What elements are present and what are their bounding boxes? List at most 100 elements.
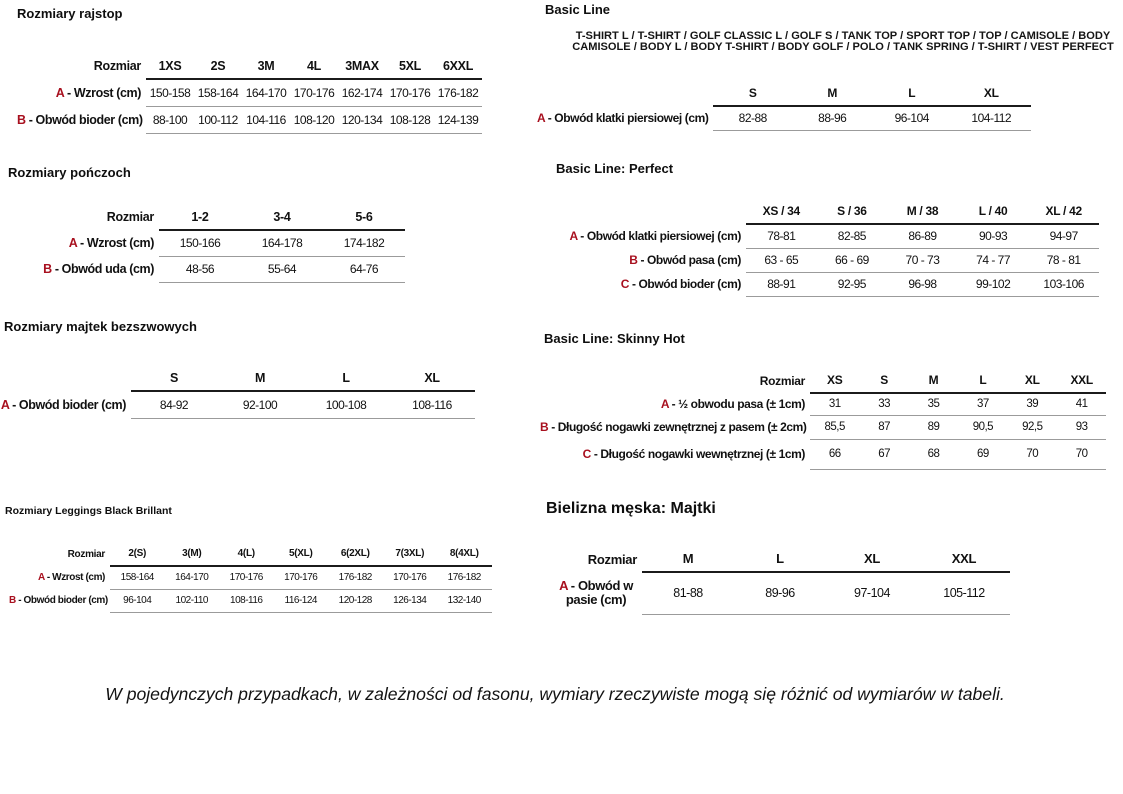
size-value: 158-164 [194,79,242,107]
size-column-header: L [872,80,952,107]
size-column-header: 2(S) [110,542,165,567]
measurement-row: B - Obwód pasa (cm) 63 - 65 66 - 69 70 - 73… [560,248,1099,273]
size-column-header: XS [810,368,860,394]
dimension-label-text: - Obwód bioder (cm) [18,595,108,606]
size-column-header: XL [1007,368,1057,394]
size-grid-skinny: Rozmiar XS S M L XL XXL A - ½ obwodu pasa (± 1c… [540,368,1107,470]
size-column-header: S / 36 [816,198,888,225]
size-column-header: 6XXL [434,53,482,80]
dimension-label-text: - Obwód pasa (cm) [640,253,741,267]
measurement-row: A - Obwód klatki piersiowej (cm) 82-88 88-… [537,106,1031,131]
table-title-basic: Basic Line [545,2,611,17]
size-value: 78 - 81 [1028,248,1099,273]
measurement-label: A - ½ obwodu pasa (± 1cm) [540,393,810,415]
measurement-row: A - Wzrost (cm) 158-164 164-170 170-176 170-… [9,566,492,590]
size-column-header: L [303,365,389,392]
measurement-label: B - Obwód uda (cm) [30,256,159,282]
dimension-letter: B [17,112,26,127]
size-value: 126-134 [382,589,437,613]
size-value: 67 [859,439,909,470]
size-column-header: XXL [1056,368,1107,394]
measurement-row: B - Obwód bioder (cm) 96-104 102-110 108-11… [9,589,492,613]
dimension-letter: A [68,236,78,250]
size-value: 86-89 [887,224,958,249]
measurement-row: C - Obwód bioder (cm) 88-91 92-95 96-98 99-1… [560,272,1099,297]
size-value: 81-88 [642,572,734,615]
size-value: 100-108 [303,391,389,419]
measurement-row: A - Wzrost (cm) 150-158 158-164 164-170 170-… [17,79,482,107]
footnote: W pojedynczych przypadkach, w zależności… [105,684,1005,704]
size-value: 104-116 [242,106,290,134]
dimension-letter: A [660,397,669,411]
size-value: 70 - 73 [887,248,958,273]
measurement-label: B - Obwód pasa (cm) [560,248,746,272]
measurement-label: A - Wzrost (cm) [30,230,159,256]
size-grid-leggings: Rozmiar 2(S) 3(M) 4(L) 5(XL) 6(2XL) 7(3XL) 8(4X… [9,542,492,613]
size-value: 70 [1056,439,1107,470]
size-value: 87 [859,415,909,440]
size-value: 96-98 [887,272,958,297]
size-column-header: L [958,368,1008,394]
size-value: 63 - 65 [746,248,817,273]
size-column-header: XL [951,80,1031,107]
size-column-header: XXL [918,546,1010,573]
size-value: 88-91 [746,272,817,297]
size-value: 82-85 [816,224,888,249]
size-grid-ponczochy: Rozmiar 1-2 3-4 5-6 A - Wzrost (cm) 150-166 16… [30,204,405,283]
measurement-label: C - Długość nogawki wewnętrznej (± 1cm) [540,439,810,469]
size-value: 89 [908,415,959,440]
dimension-letter: A [55,85,65,100]
size-value: 164-170 [242,79,290,107]
size-value: 170-176 [382,566,437,590]
size-value: 92-100 [217,391,303,419]
size-value: 120-134 [338,106,386,134]
size-row-header: Rozmiar [106,210,155,224]
dimension-label-text: - ½ obwodu pasa (± 1cm) [671,397,806,411]
size-column-header: 6(2XL) [328,542,383,567]
size-column-header: M [908,368,959,394]
size-column-header: XS / 34 [746,198,817,225]
size-row-header: Rozmiar [67,548,106,560]
measurement-label: A - Wzrost (cm) [17,79,146,106]
size-column-header: 5-6 [323,204,405,231]
dimension-letter: B [629,253,638,267]
size-value: 37 [958,393,1008,416]
size-value: 105-112 [918,572,1010,615]
size-column-header: 3-4 [241,204,323,231]
dimension-label-text: - Wzrost (cm) [80,236,154,250]
size-value: 176-182 [437,566,492,590]
size-column-header: M [792,80,872,107]
size-value: 41 [1056,393,1107,416]
dimension-label-text: - Obwód klatki piersiowej (cm) [547,111,709,125]
size-value: 102-110 [164,589,219,613]
size-column-header: 4L [290,53,338,80]
dimension-label-text: - Długość nogawki wewnętrznej (± 1cm) [593,447,806,461]
size-column-header: L / 40 [957,198,1029,225]
size-value: 93 [1056,415,1107,440]
dimension-label-text: - Wzrost (cm) [67,85,141,100]
size-value: 108-116 [219,589,274,613]
measurement-label: A - Obwód w pasie (cm) [550,572,642,614]
size-value: 170-176 [273,566,328,590]
size-column-header: S [131,365,217,392]
size-value: 70 [1007,439,1057,470]
measurement-label: A - Wzrost (cm) [9,566,110,589]
size-value: 174-182 [323,230,405,257]
dimension-letter: A [0,397,10,412]
size-value: 132-140 [437,589,492,613]
size-value: 99-102 [957,272,1029,297]
table-subtitle-line: CAMISOLE / BODY L / BODY T-SHIRT / BODY … [572,40,1114,53]
size-column-header: 1-2 [159,204,241,231]
size-value: 104-112 [951,106,1031,131]
size-value: 66 [810,439,860,470]
size-column-header: 3M [242,53,290,80]
table-title-ponczochy: Rozmiary pończoch [8,165,131,180]
size-column-header: 5(XL) [273,542,328,567]
table-title-majtki-meskie: Bielizna męska: Majtki [546,500,716,517]
size-row-header [0,365,131,391]
size-value: 55-64 [241,256,323,283]
size-value: 170-176 [386,79,434,107]
size-value: 108-120 [290,106,338,134]
size-value: 39 [1007,393,1057,416]
size-column-header: 3(M) [164,542,219,567]
